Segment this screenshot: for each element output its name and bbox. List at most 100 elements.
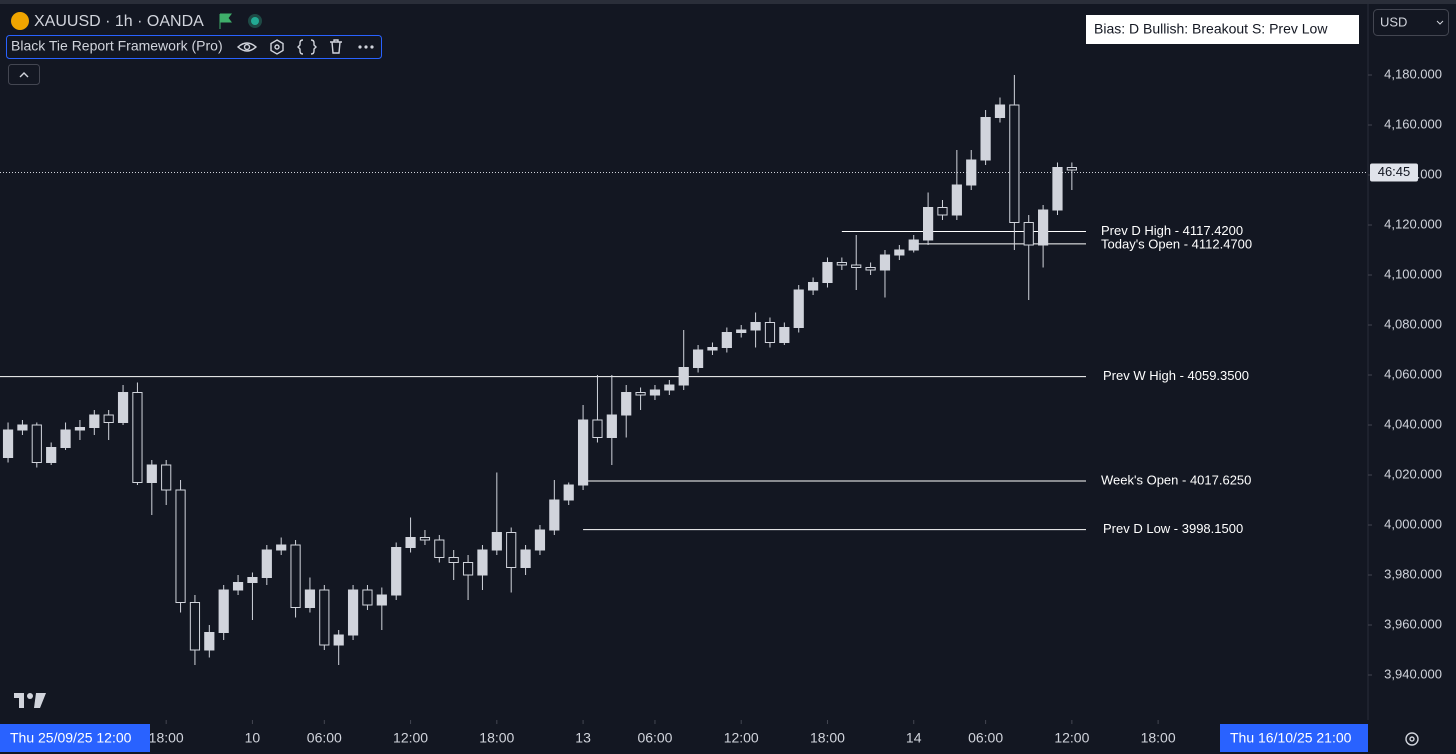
- symbol[interactable]: XAUUSD · 1h · OANDA: [34, 13, 204, 30]
- candle-body: [822, 262, 833, 283]
- bias-box: [1086, 15, 1359, 44]
- x-tick-label: 10: [245, 730, 261, 746]
- candle-body: [261, 549, 272, 578]
- candle-body: [592, 419, 603, 438]
- range-start: Thu 25/09/25 12:00: [10, 730, 132, 746]
- candle-body: [304, 589, 316, 608]
- tv-logo: [14, 693, 46, 708]
- candle-body: [793, 289, 804, 328]
- y-tick-label: 4,060.000: [1384, 366, 1442, 381]
- candle-body: [1023, 222, 1034, 246]
- indicator-box[interactable]: [6, 35, 382, 59]
- candle-body: [103, 414, 114, 423]
- indicator-name[interactable]: Black Tie Report Framework (Pro): [11, 38, 223, 54]
- candle-body: [276, 544, 287, 551]
- y-tick-label: 3,940.000: [1384, 666, 1442, 681]
- currency-caret: [1436, 20, 1444, 25]
- x-tick-label: 12:00: [724, 730, 759, 746]
- y-tick-label: 4,040.000: [1384, 416, 1442, 431]
- candle-body: [851, 264, 862, 268]
- candle-body: [534, 529, 546, 551]
- x-tick-label: 12:00: [393, 730, 428, 746]
- candle-body: [577, 419, 589, 486]
- collapse-button[interactable]: [8, 64, 40, 85]
- candle-body: [951, 184, 962, 216]
- candle-body: [707, 347, 718, 351]
- candle-body: [132, 392, 143, 483]
- candle-body: [549, 499, 560, 531]
- candle-body: [161, 464, 172, 491]
- y-tick-label: 4,100.000: [1384, 266, 1442, 281]
- candle-body: [17, 424, 28, 431]
- candle-body: [89, 414, 100, 428]
- status-dot: [251, 17, 259, 25]
- candle-body: [635, 392, 646, 396]
- candle-body: [836, 262, 847, 266]
- candle-body: [362, 589, 373, 606]
- candle-body: [649, 389, 661, 396]
- currency-select[interactable]: [1373, 9, 1449, 36]
- candle-body: [664, 384, 675, 391]
- x-tick-label: 06:00: [637, 730, 672, 746]
- y-tick-label: 3,980.000: [1384, 566, 1442, 581]
- candle-body: [477, 549, 488, 576]
- indicator-icons: [236, 39, 342, 55]
- candle-body: [879, 254, 891, 271]
- x-tick-label: 18:00: [810, 730, 845, 746]
- candle-body: [621, 392, 632, 416]
- candle-body: [908, 239, 919, 251]
- eye-pupil: [243, 43, 251, 51]
- currency[interactable]: USD: [1380, 14, 1407, 29]
- candle-body: [204, 632, 215, 651]
- candle-body: [46, 447, 57, 463]
- candle-body: [491, 532, 502, 551]
- symbol-icon: [11, 12, 29, 30]
- x-tick-label: 12:00: [1054, 730, 1089, 746]
- candle-body: [750, 322, 761, 331]
- plot: 3,940.000 3,960.000 3,980.000 4,000.000 4,02…: [0, 66, 1442, 746]
- settings-gear[interactable]: [1405, 732, 1419, 746]
- eye-icon[interactable]: [236, 42, 258, 52]
- candle-body: [923, 207, 934, 241]
- top-border: [0, 0, 1456, 4]
- x-tick-label: 06:00: [307, 730, 342, 746]
- delete-icon[interactable]: [330, 39, 342, 54]
- y-tick-label: 4,080.000: [1384, 316, 1442, 331]
- candle-body: [937, 207, 948, 216]
- level-label: Week's Open - 4017.6250: [1101, 472, 1251, 487]
- candle-body: [31, 424, 42, 463]
- x-tick-label: 14: [906, 730, 922, 746]
- candle-body: [232, 582, 244, 591]
- countdown: 46:45: [1378, 164, 1411, 179]
- candle-body: [434, 539, 445, 558]
- flag-icon[interactable]: [219, 13, 232, 29]
- candle-body: [563, 484, 574, 501]
- settings-center: [274, 44, 280, 50]
- range-end: Thu 16/10/25 21:00: [1230, 730, 1352, 746]
- candle-body: [175, 489, 186, 603]
- candle-body: [520, 549, 531, 568]
- x-tick-label: 18:00: [1141, 730, 1176, 746]
- source-icon[interactable]: [297, 39, 317, 55]
- candle-body: [966, 159, 977, 186]
- candle-body: [692, 349, 704, 368]
- candle-body: [736, 329, 747, 333]
- x-tick-label: 18:00: [149, 730, 184, 746]
- candle-body: [1038, 209, 1049, 246]
- candle-body: [189, 602, 201, 651]
- more-icon[interactable]: [358, 45, 374, 49]
- x-tick-label: 06:00: [968, 730, 1003, 746]
- candle-body: [218, 589, 229, 633]
- candle-body: [678, 367, 689, 386]
- candle-body: [1009, 104, 1020, 223]
- candle-body: [980, 117, 991, 161]
- candle-body: [462, 562, 474, 576]
- candle-body: [764, 322, 776, 343]
- settings-icon[interactable]: [270, 39, 284, 55]
- candle-body: [391, 547, 402, 596]
- y-tick-label: 4,180.000: [1384, 66, 1442, 81]
- candle-body: [247, 577, 258, 583]
- candle-body: [606, 414, 617, 438]
- bias-text: Bias: D Bullish: Breakout S: Prev Low: [1094, 21, 1328, 37]
